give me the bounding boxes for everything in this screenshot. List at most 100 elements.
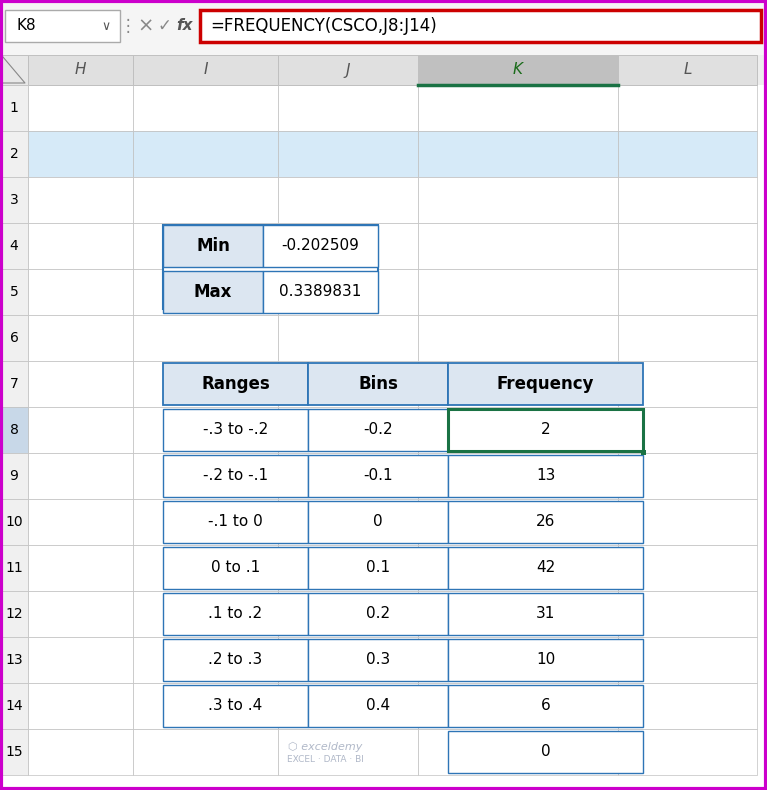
Text: 6: 6 [541,698,551,713]
Text: 0: 0 [541,744,550,759]
Text: 26: 26 [536,514,555,529]
Bar [618,729,757,775]
Bar [418,85,618,131]
Bar [0,637,28,683]
Text: 7: 7 [10,377,18,391]
Bar [278,545,418,591]
Bar [133,361,278,407]
Bar [448,501,643,543]
Bar [278,85,418,131]
Bar [0,729,28,775]
Bar [0,315,28,361]
Bar [263,271,378,313]
Bar [278,499,418,545]
Bar [28,453,133,499]
Bar [0,177,28,223]
Bar [133,131,278,177]
Bar [133,177,278,223]
Bar [640,450,646,454]
Bar [133,407,278,453]
Bar [308,593,448,635]
Bar [618,637,757,683]
Text: 15: 15 [5,745,23,759]
Bar [618,683,757,729]
Bar [418,177,618,223]
Bar [278,591,418,637]
Text: ⬡ exceldemy: ⬡ exceldemy [288,742,363,752]
Text: 10: 10 [536,653,555,668]
Text: -.3 to -.2: -.3 to -.2 [203,423,268,438]
Bar [163,593,308,635]
Bar [133,55,278,85]
Text: 6: 6 [9,331,18,345]
Bar [28,55,133,85]
Bar [278,177,418,223]
Text: Max: Max [194,283,232,301]
Bar [28,131,757,177]
Bar [263,225,378,267]
Text: 1: 1 [9,101,18,115]
Text: 9: 9 [9,469,18,483]
Bar [133,223,278,269]
Text: fx: fx [176,18,193,33]
Text: ⋮: ⋮ [120,17,137,35]
Bar [163,409,308,451]
Text: 11: 11 [5,561,23,575]
Bar [0,361,28,407]
Text: 4: 4 [10,239,18,253]
Text: 0 to .1: 0 to .1 [211,560,260,575]
Bar [278,55,418,85]
Bar [308,639,448,681]
Bar [278,223,418,269]
Bar [0,407,28,453]
Bar [278,361,418,407]
Bar [0,499,28,545]
Bar [278,453,418,499]
Text: -0.1: -0.1 [364,468,393,483]
Bar [0,453,28,499]
Bar [448,639,643,681]
Bar [618,361,757,407]
Bar [308,363,448,405]
Bar [0,55,28,85]
Bar [28,637,133,683]
Text: ∨: ∨ [101,20,110,32]
Text: 0.2: 0.2 [366,607,390,622]
Text: 0.3389831: 0.3389831 [279,284,362,299]
Bar [0,55,767,85]
Bar [0,683,28,729]
Bar [618,177,757,223]
Bar [28,85,133,131]
Text: ✓: ✓ [157,17,171,35]
Bar [278,315,418,361]
Bar [28,499,133,545]
Bar [163,547,308,589]
Bar [163,271,263,313]
Text: -0.2: -0.2 [364,423,393,438]
Text: Bins: Bins [358,375,398,393]
Text: -.1 to 0: -.1 to 0 [208,514,263,529]
Bar [163,639,308,681]
Bar [0,85,28,131]
Bar [28,361,133,407]
Bar [163,455,308,497]
Text: Frequency: Frequency [497,375,594,393]
Bar [28,223,133,269]
Bar [0,223,28,269]
Text: 0.4: 0.4 [366,698,390,713]
Bar [418,545,618,591]
Text: L: L [683,62,692,77]
Bar [418,729,618,775]
Text: 3: 3 [10,193,18,207]
Bar [28,131,133,177]
Bar [418,269,618,315]
Bar [418,223,618,269]
Bar [0,591,28,637]
Text: 10: 10 [5,515,23,529]
Bar [618,55,757,85]
Bar [418,591,618,637]
Bar [308,409,448,451]
Text: 14: 14 [5,699,23,713]
Bar [278,269,418,315]
Bar [308,501,448,543]
